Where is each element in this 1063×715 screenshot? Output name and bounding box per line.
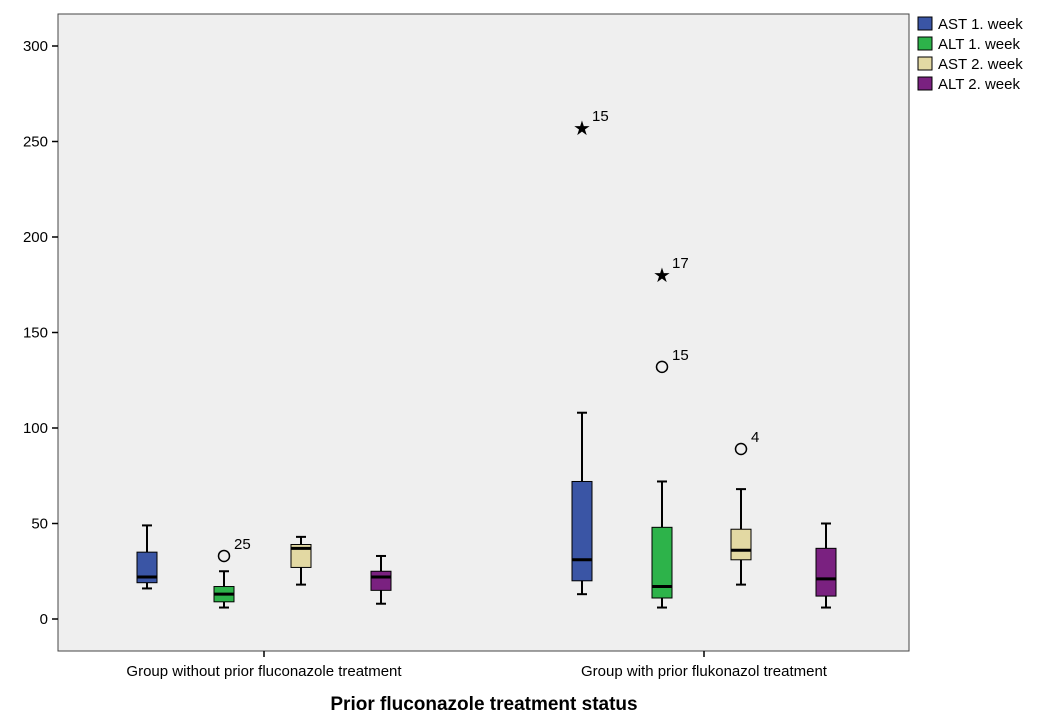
x-tick-label: Group without prior fluconazole treatmen… [126, 663, 402, 680]
box: 25 [213, 536, 251, 609]
box-iqr [730, 528, 752, 561]
y-tick-label: 250 [23, 134, 48, 151]
outlier-marker [655, 360, 669, 374]
outlier-label: 15 [672, 347, 689, 364]
box-iqr [136, 551, 158, 584]
x-axis: Group without prior fluconazole treatmen… [126, 651, 828, 680]
legend-label: AST 1. week [938, 16, 1023, 33]
box-iqr [571, 480, 593, 582]
y-tick-label: 200 [23, 229, 48, 246]
outlier-marker [734, 442, 748, 456]
box: 4 [730, 429, 759, 586]
box [290, 535, 312, 586]
y-tick-label: 300 [23, 38, 48, 55]
y-axis: 0 50 100 150 200 250 300 [23, 38, 58, 628]
y-tick-label: 0 [40, 611, 48, 628]
x-axis-label: Prior fluconazole treatment status [330, 694, 637, 715]
legend-swatch [917, 16, 933, 31]
outlier-label: 25 [234, 536, 251, 553]
x-tick-label: Group with prior flukonazol treatment [581, 663, 828, 680]
box [815, 522, 837, 609]
legend-swatch [917, 76, 933, 91]
outlier-label: 4 [751, 429, 759, 446]
extreme-marker: ★ [573, 118, 591, 140]
extreme-marker: ★ [653, 265, 671, 287]
legend-swatch [917, 36, 933, 51]
outlier-label: 15 [592, 108, 609, 125]
box: ★15 [571, 108, 609, 596]
outlier-label: 17 [672, 255, 689, 272]
legend: AST 1. week ALT 1. week AST 2. week ALT 2. … [917, 16, 1023, 93]
legend-label: ALT 1. week [938, 36, 1020, 53]
box-iqr [370, 570, 392, 591]
box [136, 524, 158, 590]
box-iqr [815, 547, 837, 597]
box-iqr [651, 526, 673, 599]
outlier-marker [217, 549, 231, 563]
legend-label: AST 2. week [938, 56, 1023, 73]
y-tick-label: 100 [23, 420, 48, 437]
legend-label: ALT 2. week [938, 76, 1020, 93]
legend-swatch [917, 56, 933, 71]
y-tick-label: 50 [31, 516, 48, 533]
box: 15 ★17 [651, 255, 689, 609]
box [370, 554, 392, 605]
box-iqr [290, 544, 312, 568]
plot-area [57, 13, 910, 652]
y-tick-label: 150 [23, 325, 48, 342]
